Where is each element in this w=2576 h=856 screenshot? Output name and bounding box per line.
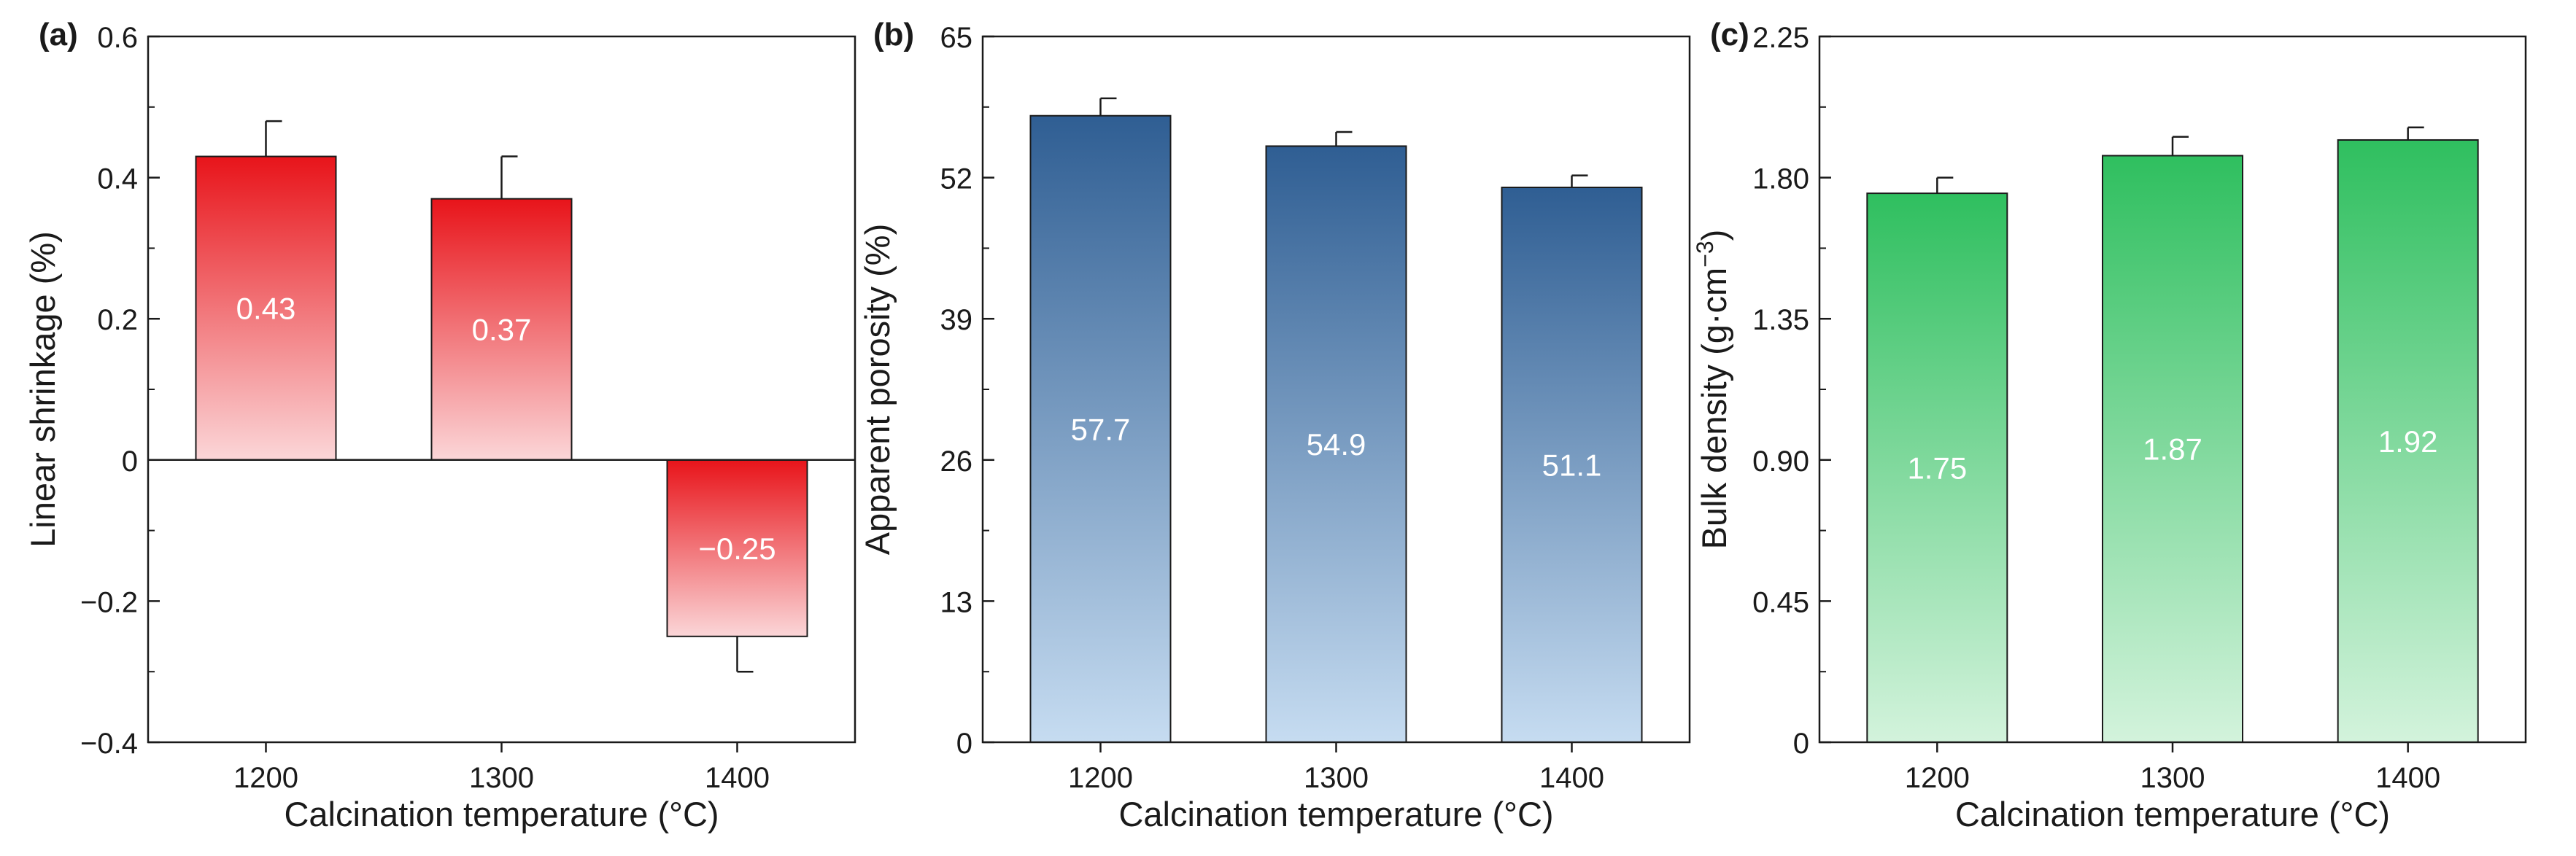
y-tick-label: 13 [940,586,973,618]
y-tick-label: 39 [940,304,973,336]
y-tick-label: 0.45 [1752,586,1809,618]
y-tick-label: 0.2 [97,304,138,336]
error-bar-1400 [2407,126,2424,140]
x-tick-label: 1200 [1068,762,1133,794]
bar-1200 [1029,114,1172,743]
panel-c: 1.75 1.87 1.92 0 0.45 0.90 1.35 1.80 2.25 1200 130… [1692,17,2527,833]
bar-1400 [666,459,808,637]
panel-label: (a) [39,17,78,52]
y-tick-label: 1.80 [1752,163,1809,195]
panel-label: (c) [1710,17,1749,52]
data-label: 54.9 [1307,427,1366,462]
data-label: 1.75 [1907,451,1967,486]
data-label: −0.25 [698,532,775,566]
y-tick-label: 2.25 [1752,22,1809,54]
error-bar-1400 [736,636,754,673]
x-tick-label: 1400 [1539,762,1604,794]
bar-1300 [2102,155,2243,744]
error-bar-1200 [265,120,282,157]
data-label: 0.37 [472,313,532,347]
y-tick-label: −0.2 [80,586,138,618]
y-tick-label: 0.6 [97,22,138,54]
x-tick-label: 1400 [2375,762,2440,794]
bar-1400 [2337,139,2479,743]
error-bar-1200 [1099,97,1117,116]
y-tick-label: 0 [1793,728,1809,760]
error-bar-1200 [1936,176,1954,194]
x-tick-label: 1200 [1905,762,1970,794]
y-tick-label: 65 [940,22,973,54]
panel-label: (b) [873,17,914,52]
panel-a: 0.43 0.37 −0.25 −0.4 −0.2 0 0.2 0.4 0.6 1200 1300 1… [23,17,856,833]
x-axis-title: Calcination temperature (°C) [1118,795,1553,833]
y-axis-title: Bulk density (g·cm−3) [1692,230,1733,550]
y-tick-label: 26 [940,445,973,478]
error-bar-1300 [1335,131,1353,147]
y-tick-label: 0.4 [97,163,138,195]
bar-1300 [1265,145,1407,744]
data-label: 57.7 [1071,412,1131,446]
error-bar-1300 [2171,136,2189,156]
bar-1200 [1866,192,2008,744]
data-label: 0.43 [236,292,296,326]
x-tick-label: 1200 [233,762,298,794]
data-label: 1.87 [2143,432,2202,467]
x-tick-label: 1300 [2140,762,2205,794]
y-tick-label: 0 [122,445,138,478]
bar-1200 [195,155,337,461]
y-tick-label: 0.90 [1752,445,1809,478]
y-axis-title: Apparent porosity (%) [858,224,897,556]
data-label: 51.1 [1542,448,1602,483]
x-tick-label: 1300 [1304,762,1369,794]
error-bar-1400 [1571,174,1588,188]
x-tick-label: 1400 [705,762,770,794]
y-tick-label: 0 [956,728,972,760]
y-tick-label: 52 [940,163,973,195]
x-tick-label: 1300 [469,762,534,794]
y-tick-label: −0.4 [80,728,138,760]
y-tick-label: 1.35 [1752,304,1809,336]
error-bar-1300 [500,155,518,199]
data-label: 1.92 [2378,424,2438,459]
panel-b: 57.7 54.9 51.1 0 13 26 39 52 65 1200 1300 1400Calci… [858,17,1691,833]
x-axis-title: Calcination temperature (°C) [1955,795,2390,833]
y-axis-title: Linear shrinkage (%) [23,231,62,548]
bar-1400 [1501,187,1643,744]
x-axis-title: Calcination temperature (°C) [284,795,719,833]
